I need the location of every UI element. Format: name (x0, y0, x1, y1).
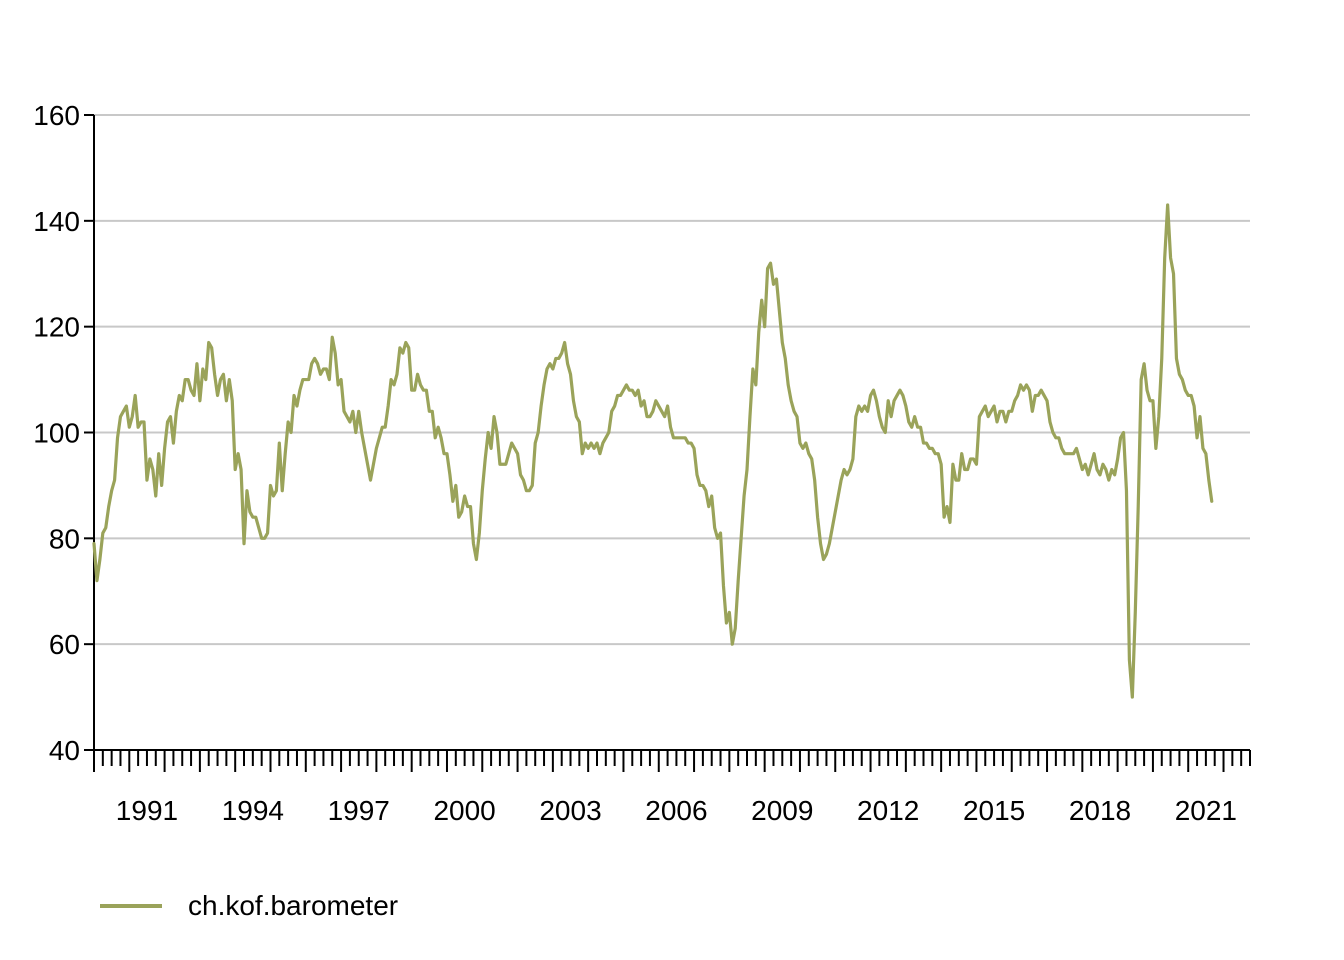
x-tick-label: 2003 (539, 795, 601, 826)
axes: 40 60 80 100 120 140 160 1991 1994 1997 2000 2003 20… (33, 100, 1251, 826)
x-tick-label: 2012 (857, 795, 919, 826)
x-tick-label: 2018 (1069, 795, 1131, 826)
legend-swatch (100, 904, 162, 908)
y-tick-label: 140 (33, 206, 80, 237)
x-tick-label: 2006 (645, 795, 707, 826)
y-tick-label: 80 (49, 523, 80, 554)
y-tick-label: 60 (49, 629, 80, 660)
gridlines (94, 114, 1250, 646)
legend: ch.kof.barometer (100, 886, 398, 926)
legend-label: ch.kof.barometer (188, 890, 399, 921)
x-tick-label: 1991 (116, 795, 178, 826)
x-tick-label: 2000 (433, 795, 495, 826)
x-tick-label: 1997 (328, 795, 390, 826)
y-tick-label: 40 (49, 735, 80, 766)
y-tick-label: 100 (33, 418, 80, 449)
series-line-0 (92, 203, 1214, 699)
x-tick-label: 2021 (1175, 795, 1237, 826)
x-tick-label: 2009 (751, 795, 813, 826)
y-tick-label: 120 (33, 312, 80, 343)
x-tick-label: 1994 (222, 795, 284, 826)
series-layer (92, 203, 1214, 699)
y-tick-label: 160 (33, 100, 80, 131)
x-tick-label: 2015 (963, 795, 1025, 826)
